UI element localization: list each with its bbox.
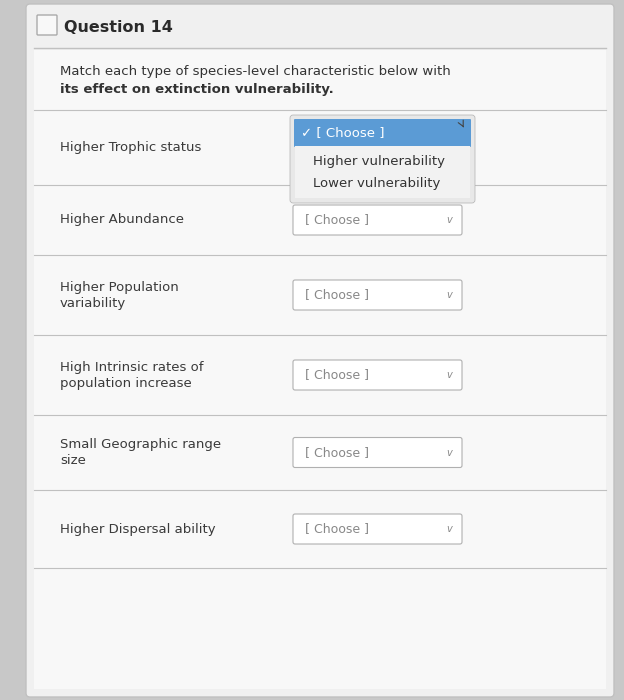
- Text: Higher Population: Higher Population: [60, 281, 178, 293]
- FancyBboxPatch shape: [37, 15, 57, 35]
- Text: Higher Dispersal ability: Higher Dispersal ability: [60, 522, 216, 536]
- Text: v: v: [446, 447, 452, 458]
- Text: v: v: [446, 215, 452, 225]
- Text: Match each type of species-level characteristic below with: Match each type of species-level charact…: [60, 66, 451, 78]
- FancyBboxPatch shape: [293, 438, 462, 468]
- FancyBboxPatch shape: [293, 514, 462, 544]
- Text: [ Choose ]: [ Choose ]: [305, 446, 369, 459]
- Text: its effect on extinction vulnerability.: its effect on extinction vulnerability.: [60, 83, 334, 97]
- Text: v: v: [446, 524, 452, 534]
- Text: [ Choose ]: [ Choose ]: [305, 522, 369, 536]
- Text: High Intrinsic rates of: High Intrinsic rates of: [60, 360, 203, 374]
- Text: Small Geographic range: Small Geographic range: [60, 438, 221, 451]
- FancyBboxPatch shape: [295, 146, 470, 198]
- Text: Higher vulnerability: Higher vulnerability: [313, 155, 445, 169]
- Text: [ Choose ]: [ Choose ]: [305, 214, 369, 227]
- FancyBboxPatch shape: [293, 280, 462, 310]
- Text: Question 14: Question 14: [64, 20, 173, 36]
- Text: ✓ [ Choose ]: ✓ [ Choose ]: [301, 127, 384, 139]
- Text: size: size: [60, 454, 86, 467]
- FancyBboxPatch shape: [294, 119, 471, 147]
- Text: v: v: [446, 370, 452, 380]
- Text: Higher Trophic status: Higher Trophic status: [60, 141, 202, 154]
- FancyBboxPatch shape: [293, 205, 462, 235]
- Text: [ Choose ]: [ Choose ]: [305, 368, 369, 382]
- FancyBboxPatch shape: [26, 4, 614, 697]
- FancyBboxPatch shape: [34, 50, 606, 689]
- Text: variability: variability: [60, 297, 126, 309]
- FancyBboxPatch shape: [293, 360, 462, 390]
- Text: Lower vulnerability: Lower vulnerability: [313, 178, 441, 190]
- Text: Higher Abundance: Higher Abundance: [60, 214, 184, 227]
- Text: [ Choose ]: [ Choose ]: [305, 288, 369, 302]
- Text: population increase: population increase: [60, 377, 192, 389]
- Text: v: v: [446, 290, 452, 300]
- FancyBboxPatch shape: [290, 115, 475, 203]
